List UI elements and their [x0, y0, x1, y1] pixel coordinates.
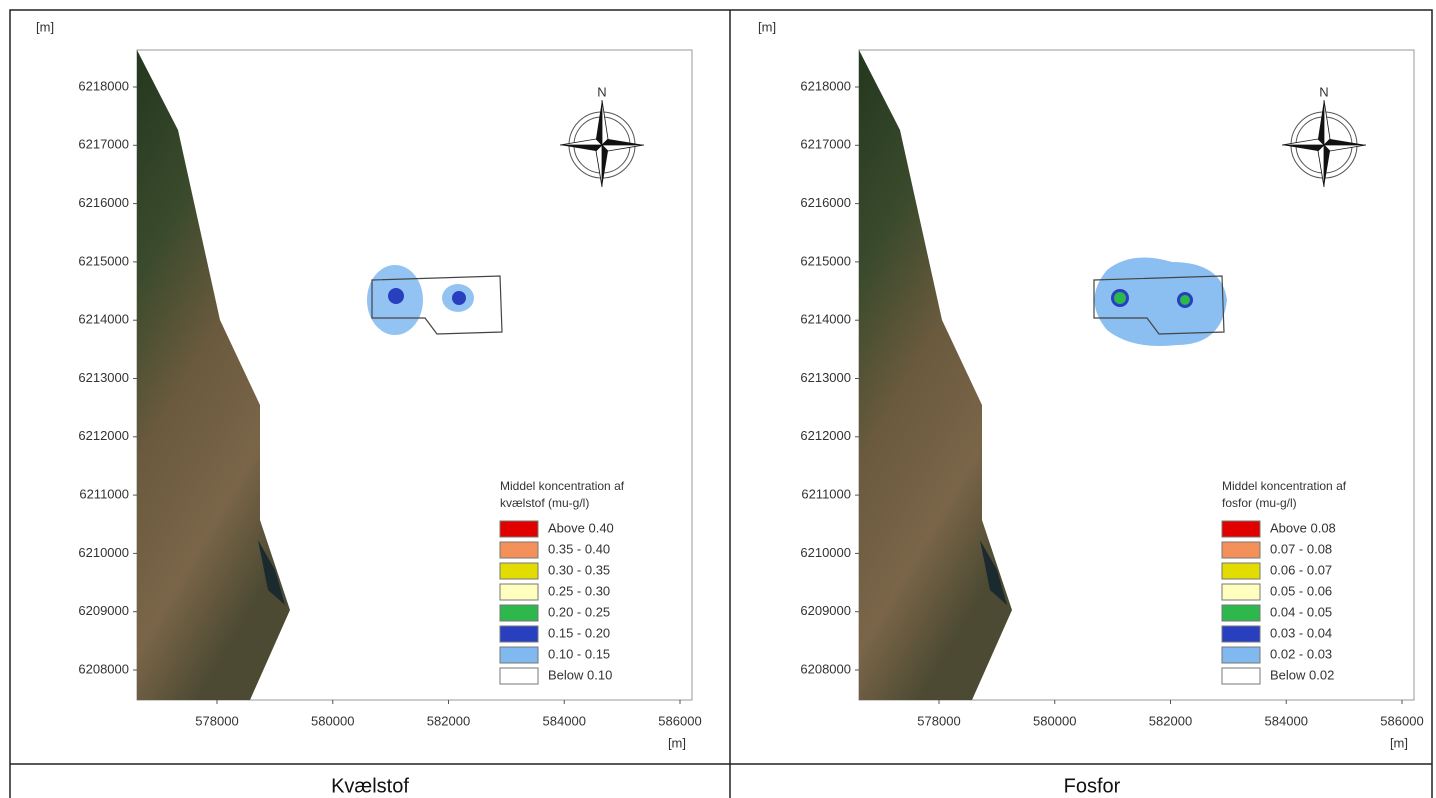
x-tick-label: 582000 [1149, 713, 1192, 728]
legend-label: 0.10 - 0.15 [548, 646, 610, 661]
legend-swatch [1222, 605, 1260, 621]
plume-ring [1114, 292, 1126, 304]
map-panel: 6218000 6217000 6216000 6215000 6214000 62130… [36, 19, 702, 797]
compass-north: N [597, 84, 606, 99]
legend-title: fosfor (mu-g/l) [1222, 496, 1297, 510]
caption: Fosfor [1064, 775, 1121, 797]
plume-core [452, 291, 466, 305]
caption: Kvælstof [331, 775, 409, 797]
legend-label: 0.04 - 0.05 [1270, 604, 1332, 619]
y-unit: [m] [758, 19, 776, 34]
legend-label: 0.07 - 0.08 [1270, 541, 1332, 556]
legend-label: 0.05 - 0.06 [1270, 583, 1332, 598]
y-tick-label: 6212000 [78, 428, 129, 443]
legend-swatch [1222, 563, 1260, 579]
x-unit: [m] [668, 735, 686, 750]
y-tick-label: 6208000 [800, 661, 851, 676]
legend-swatch [500, 563, 538, 579]
plume-core [388, 288, 404, 304]
legend-swatch [500, 521, 538, 537]
y-tick-label: 6210000 [78, 545, 129, 560]
compass-north: N [1319, 84, 1328, 99]
y-tick-label: 6218000 [800, 78, 851, 93]
legend-swatch [1222, 647, 1260, 663]
page: 6218000 6217000 6216000 6215000 6214000 62130… [0, 0, 1436, 798]
x-tick-label: 584000 [1265, 713, 1308, 728]
y-tick-label: 6211000 [79, 487, 129, 502]
legend-label: 0.06 - 0.07 [1270, 562, 1332, 577]
y-tick-label: 6214000 [78, 312, 129, 327]
legend-swatch [500, 626, 538, 642]
legend-label: 0.35 - 0.40 [548, 541, 610, 556]
legend-label: Below 0.02 [1270, 667, 1334, 682]
x-tick-label: 580000 [1033, 713, 1076, 728]
legend-swatch [500, 584, 538, 600]
legend-swatch [500, 647, 538, 663]
y-tick-label: 6217000 [78, 137, 129, 152]
y-tick-label: 6216000 [800, 195, 851, 210]
x-tick-label: 578000 [917, 713, 960, 728]
y-tick-label: 6216000 [78, 195, 129, 210]
y-unit: [m] [36, 19, 54, 34]
x-tick-label: 586000 [1380, 713, 1423, 728]
legend-title: Middel koncentration af [500, 479, 625, 493]
y-tick-label: 6213000 [78, 370, 129, 385]
x-unit: [m] [1390, 735, 1408, 750]
y-tick-label: 6215000 [78, 253, 129, 268]
legend-label: Above 0.08 [1270, 520, 1336, 535]
y-tick-label: 6215000 [800, 253, 851, 268]
legend-swatch [500, 605, 538, 621]
x-tick-label: 582000 [427, 713, 470, 728]
legend-swatch [500, 668, 538, 684]
x-tick-label: 586000 [658, 713, 701, 728]
legend-swatch [1222, 521, 1260, 537]
legend-label: 0.15 - 0.20 [548, 625, 610, 640]
x-tick-label: 580000 [311, 713, 354, 728]
legend-label: Below 0.10 [548, 667, 612, 682]
legend-swatch [1222, 668, 1260, 684]
y-tick-label: 6214000 [800, 312, 851, 327]
legend-swatch [1222, 626, 1260, 642]
y-tick-label: 6209000 [800, 603, 851, 618]
legend-swatch [1222, 584, 1260, 600]
legend-swatch [1222, 542, 1260, 558]
x-tick-label: 578000 [195, 713, 238, 728]
legend-label: Above 0.40 [548, 520, 614, 535]
y-tick-label: 6218000 [78, 78, 129, 93]
legend-label: 0.30 - 0.35 [548, 562, 610, 577]
legend-label: 0.03 - 0.04 [1270, 625, 1332, 640]
legend-title: kvælstof (mu-g/l) [500, 496, 589, 510]
legend-swatch [500, 542, 538, 558]
y-tick-label: 6210000 [800, 545, 851, 560]
y-tick-label: 6212000 [800, 428, 851, 443]
x-tick-label: 584000 [543, 713, 586, 728]
legend-label: 0.25 - 0.30 [548, 583, 610, 598]
y-tick-label: 6208000 [78, 661, 129, 676]
y-tick-label: 6209000 [78, 603, 129, 618]
map-panel: 6218000 6217000 6216000 6215000 6214000 62130… [758, 19, 1424, 797]
y-tick-label: 6211000 [801, 487, 851, 502]
legend-title: Middel koncentration af [1222, 479, 1347, 493]
y-tick-label: 6217000 [800, 137, 851, 152]
legend-label: 0.02 - 0.03 [1270, 646, 1332, 661]
figure: 6218000 6217000 6216000 6215000 6214000 62130… [0, 0, 1436, 798]
y-tick-label: 6213000 [800, 370, 851, 385]
plume-ring [1180, 295, 1190, 305]
legend-label: 0.20 - 0.25 [548, 604, 610, 619]
